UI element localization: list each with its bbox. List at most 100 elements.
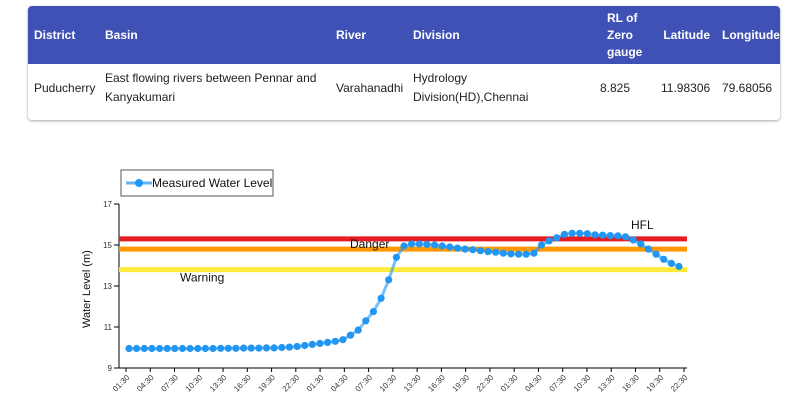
data-point[interactable]	[148, 344, 156, 353]
data-point[interactable]	[530, 249, 538, 257]
data-point[interactable]	[392, 253, 400, 261]
data-point[interactable]	[224, 344, 232, 352]
x-tick-label: 16:30	[426, 373, 447, 394]
data-point[interactable]	[591, 231, 599, 239]
cell-basin: East flowing rivers between Pennar and K…	[105, 71, 317, 104]
data-point[interactable]	[560, 230, 568, 238]
header-division[interactable]: Division	[413, 27, 460, 42]
data-point[interactable]	[553, 234, 561, 242]
data-point[interactable]	[278, 343, 286, 352]
x-tick-label: 13:30	[208, 373, 229, 394]
data-point[interactable]	[522, 250, 530, 258]
data-point[interactable]	[545, 237, 553, 245]
x-tick-label: 16:30	[620, 373, 641, 394]
data-point[interactable]	[163, 344, 171, 353]
station-info-card: District Basin River Division RL of Zero…	[28, 6, 780, 120]
data-point[interactable]	[400, 242, 408, 250]
data-point[interactable]	[446, 243, 454, 251]
data-point[interactable]	[354, 326, 362, 334]
table-row: Puducherry East flowing rivers between P…	[28, 64, 780, 112]
data-point[interactable]	[652, 250, 660, 258]
data-point[interactable]	[599, 231, 607, 239]
data-point[interactable]	[515, 250, 523, 258]
data-point[interactable]	[667, 259, 676, 267]
data-point[interactable]	[171, 344, 179, 353]
data-point[interactable]	[339, 336, 347, 344]
cell-river: Varahanadhi	[336, 80, 404, 95]
data-point[interactable]	[576, 229, 584, 237]
data-point[interactable]	[140, 344, 148, 353]
data-point[interactable]	[469, 246, 477, 254]
data-point[interactable]	[247, 344, 255, 352]
data-point[interactable]	[156, 344, 164, 353]
data-point[interactable]	[423, 240, 431, 248]
series-measured-water-level[interactable]	[125, 229, 683, 353]
data-point[interactable]	[362, 317, 370, 325]
data-point[interactable]	[285, 343, 293, 351]
data-point[interactable]	[606, 232, 614, 240]
data-point[interactable]	[232, 344, 240, 352]
chart-legend[interactable]: Measured Water Level	[120, 169, 274, 197]
data-point[interactable]	[346, 331, 355, 339]
data-point[interactable]	[675, 262, 683, 271]
header-longitude[interactable]: Longitude	[722, 27, 780, 42]
data-point[interactable]	[377, 294, 385, 302]
data-point[interactable]	[240, 344, 248, 352]
data-point[interactable]	[308, 340, 316, 348]
data-point[interactable]	[270, 344, 278, 352]
threshold-label-danger: Danger	[350, 237, 389, 251]
data-point[interactable]	[178, 344, 187, 353]
data-point[interactable]	[125, 344, 133, 353]
data-point[interactable]	[453, 244, 462, 252]
data-point[interactable]	[438, 242, 446, 250]
y-tick-label: 15	[103, 241, 112, 250]
x-tick-label: 07:30	[548, 373, 569, 394]
header-basin[interactable]: Basin	[105, 27, 138, 42]
legend-swatch-marker	[135, 179, 143, 187]
data-point[interactable]	[255, 344, 263, 352]
data-point[interactable]	[484, 248, 492, 256]
header-river[interactable]: River	[336, 27, 367, 42]
data-point[interactable]	[301, 341, 309, 350]
y-tick-label: 17	[103, 200, 112, 209]
data-point[interactable]	[316, 339, 324, 347]
data-point[interactable]	[324, 338, 332, 346]
data-point[interactable]	[133, 344, 141, 353]
data-point[interactable]	[583, 230, 591, 238]
x-tick-label: 07:30	[353, 373, 374, 394]
data-point[interactable]	[660, 255, 668, 263]
header-rl-zero-gauge[interactable]: RL of Zero gauge	[607, 10, 643, 59]
data-point[interactable]	[186, 344, 194, 353]
data-point[interactable]	[201, 344, 209, 353]
x-tick-label: 22:30	[475, 373, 496, 394]
data-point[interactable]	[217, 344, 225, 352]
data-point[interactable]	[262, 344, 271, 352]
data-point[interactable]	[499, 249, 507, 257]
x-tick-label: 13:30	[402, 373, 423, 394]
header-district[interactable]: District	[34, 27, 76, 42]
data-point[interactable]	[614, 232, 622, 240]
data-point[interactable]	[415, 240, 423, 248]
data-point[interactable]	[293, 342, 301, 351]
data-point[interactable]	[492, 248, 500, 256]
data-point[interactable]	[431, 241, 439, 249]
data-point[interactable]	[637, 240, 645, 248]
data-point[interactable]	[194, 344, 202, 353]
data-point[interactable]	[537, 241, 546, 249]
data-point[interactable]	[621, 233, 630, 241]
header-latitude[interactable]: Latitude	[663, 27, 710, 42]
data-point[interactable]	[209, 344, 217, 353]
data-point[interactable]	[629, 236, 637, 244]
data-point[interactable]	[408, 240, 416, 248]
data-point[interactable]	[461, 245, 469, 253]
x-tick-label: 10:30	[184, 373, 205, 394]
threshold-label-hfl: HFL	[631, 218, 654, 232]
data-point[interactable]	[331, 337, 339, 345]
cell-division: Hydrology Division(HD),Chennai	[413, 71, 529, 104]
data-point[interactable]	[476, 247, 484, 255]
data-point[interactable]	[568, 229, 576, 237]
data-point[interactable]	[507, 250, 515, 258]
data-point[interactable]	[369, 308, 377, 316]
data-point[interactable]	[644, 245, 653, 253]
data-point[interactable]	[385, 276, 393, 284]
